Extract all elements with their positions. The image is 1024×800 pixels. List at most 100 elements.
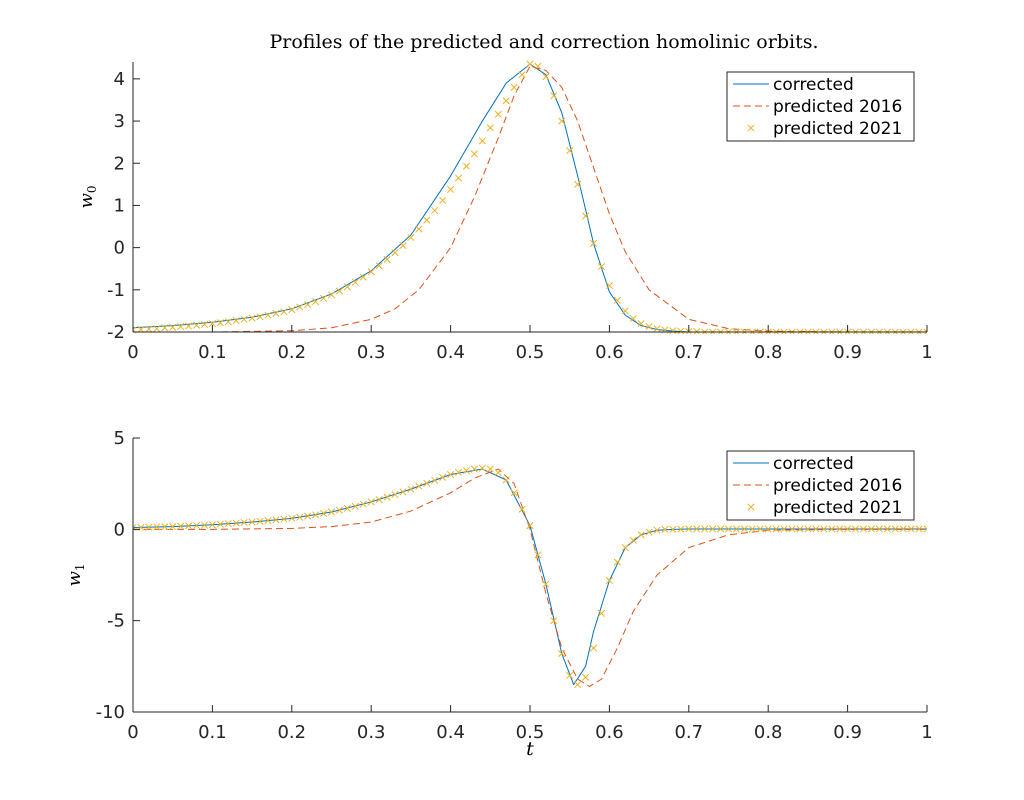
marker-point	[351, 502, 359, 510]
marker-point	[447, 185, 455, 193]
marker-point	[478, 464, 486, 472]
marker-point	[907, 525, 915, 533]
marker-point	[312, 511, 320, 519]
marker-point	[192, 321, 201, 329]
marker-point	[732, 525, 740, 533]
marker-point	[923, 525, 927, 533]
marker-point	[859, 525, 868, 533]
marker-point	[518, 71, 526, 79]
marker-point	[367, 268, 375, 276]
marker-point	[542, 73, 550, 81]
x-tick-label: 0	[127, 342, 138, 363]
marker-point	[534, 551, 542, 559]
marker-point	[748, 525, 756, 533]
marker-point	[288, 514, 296, 522]
marker-point	[717, 525, 725, 533]
marker-point	[454, 468, 463, 476]
marker-point	[756, 525, 764, 533]
x-tick-label: 0.5	[516, 342, 545, 363]
marker-point	[772, 525, 780, 533]
y-tick-label: 0	[114, 238, 125, 259]
marker-point	[883, 525, 891, 533]
marker-point	[200, 320, 209, 328]
marker-point	[248, 518, 256, 526]
marker-point	[494, 110, 502, 118]
marker-point	[804, 525, 812, 533]
marker-point	[653, 325, 661, 333]
y-tick-label: -5	[107, 611, 125, 632]
legend-entry: predicted 2016	[773, 476, 902, 496]
marker-point	[661, 525, 669, 533]
marker-point	[669, 327, 677, 334]
x-axis-label: t	[526, 738, 534, 760]
legend-entry: predicted 2021	[773, 498, 902, 518]
marker-point	[153, 523, 161, 531]
marker-point	[343, 504, 351, 512]
x-tick-label: 0.3	[357, 342, 386, 363]
marker-point	[415, 482, 423, 490]
marker-point	[637, 320, 645, 328]
marker-point	[875, 525, 883, 533]
marker-point	[597, 609, 606, 617]
marker-point	[915, 525, 923, 533]
marker-point	[169, 523, 177, 531]
marker-point	[566, 147, 574, 155]
marker-point	[312, 298, 320, 306]
marker-point	[486, 465, 494, 473]
marker-point	[542, 580, 550, 588]
marker-point	[605, 576, 613, 585]
y-tick-label: -1	[107, 280, 125, 301]
marker-point	[153, 325, 161, 333]
marker-point	[558, 117, 566, 125]
y-tick-label: -2	[107, 322, 125, 343]
marker-point	[653, 526, 661, 534]
marker-point	[161, 523, 169, 531]
y-tick-label: 5	[114, 428, 125, 449]
marker-point	[343, 283, 351, 291]
marker-point	[502, 97, 510, 105]
marker-point	[478, 137, 486, 145]
marker-point	[192, 521, 201, 530]
marker-point	[724, 525, 733, 533]
marker-point	[621, 544, 629, 552]
marker-point	[574, 180, 582, 188]
marker-point	[327, 291, 336, 299]
marker-point	[407, 485, 415, 493]
marker-point	[224, 520, 232, 528]
marker-point	[558, 649, 566, 658]
marker-point	[526, 60, 534, 68]
x-tick-label: 0.8	[754, 722, 783, 743]
marker-point	[248, 314, 256, 322]
series-predicted-2016-line	[133, 65, 927, 333]
marker-point	[391, 249, 399, 257]
marker-point	[462, 466, 471, 475]
marker-point	[589, 644, 598, 652]
marker-point	[407, 233, 415, 242]
subplot-1: 0 0.1 0.2 0.3 0.4 0.5 0.6 0.7 0.8 0.9 1 5 0 -5 -10 w1 t c…	[64, 428, 933, 760]
marker-point	[470, 150, 478, 158]
marker-point	[431, 206, 439, 215]
x-tick-label: 0.7	[674, 342, 703, 363]
marker-point	[375, 496, 383, 504]
marker-point	[693, 525, 701, 533]
marker-point	[613, 296, 621, 304]
x-tick-label: 0.8	[754, 342, 783, 363]
x-tick-label: 0.1	[198, 722, 227, 743]
marker-point	[320, 509, 328, 517]
y-axis-label: w1	[64, 563, 87, 586]
legend-entry: predicted 2016	[773, 97, 902, 117]
y-tick-label: 4	[114, 69, 125, 90]
marker-point	[320, 294, 328, 302]
marker-point	[486, 124, 494, 132]
marker-point	[566, 671, 574, 680]
y-tick-label: 2	[114, 153, 125, 174]
marker-point	[510, 489, 518, 497]
x-tick-label: 0.4	[436, 722, 465, 743]
x-tick-label: 0.3	[357, 722, 386, 743]
marker-point	[423, 216, 431, 224]
marker-point	[256, 313, 264, 321]
marker-point	[550, 617, 558, 625]
